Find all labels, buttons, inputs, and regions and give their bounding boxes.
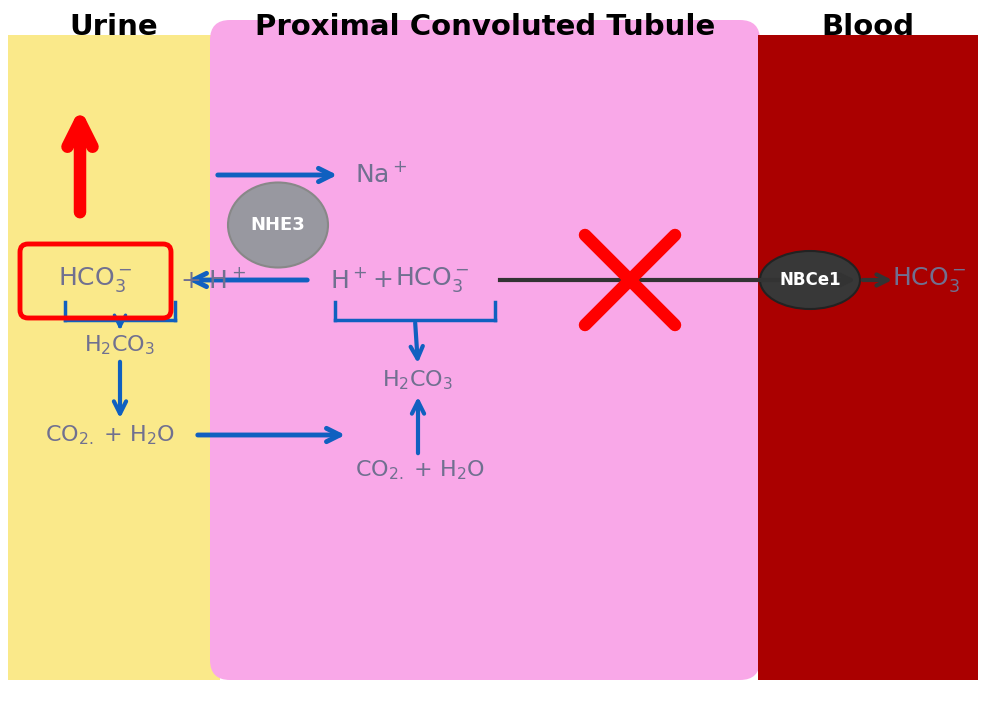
Bar xyxy=(8,35,220,680)
Text: HCO$^-_3$: HCO$^-_3$ xyxy=(395,265,469,295)
Text: NBCe1: NBCe1 xyxy=(779,271,841,289)
Text: +: + xyxy=(372,268,392,292)
Text: H$^+$: H$^+$ xyxy=(330,267,368,292)
Text: NHE3: NHE3 xyxy=(250,216,306,234)
Ellipse shape xyxy=(760,251,860,309)
Text: Blood: Blood xyxy=(821,13,915,41)
Text: CO$_{2.}$ + H$_2$O: CO$_{2.}$ + H$_2$O xyxy=(45,423,176,447)
Bar xyxy=(758,35,978,680)
Ellipse shape xyxy=(228,182,328,267)
Text: CO$_{2.}$ + H$_2$O: CO$_{2.}$ + H$_2$O xyxy=(355,458,485,482)
Text: H$_2$CO$_3$: H$_2$CO$_3$ xyxy=(85,333,156,357)
Text: Proximal Convoluted Tubule: Proximal Convoluted Tubule xyxy=(254,13,715,41)
Text: Urine: Urine xyxy=(70,13,159,41)
Text: Na$^+$: Na$^+$ xyxy=(355,162,407,187)
FancyBboxPatch shape xyxy=(210,20,760,680)
Text: H$_2$CO$_3$: H$_2$CO$_3$ xyxy=(383,368,454,392)
Text: HCO$^-_3$: HCO$^-_3$ xyxy=(892,265,966,295)
Text: HCO$^-_3$: HCO$^-_3$ xyxy=(58,265,132,295)
Text: + H$^+$: + H$^+$ xyxy=(180,267,246,292)
